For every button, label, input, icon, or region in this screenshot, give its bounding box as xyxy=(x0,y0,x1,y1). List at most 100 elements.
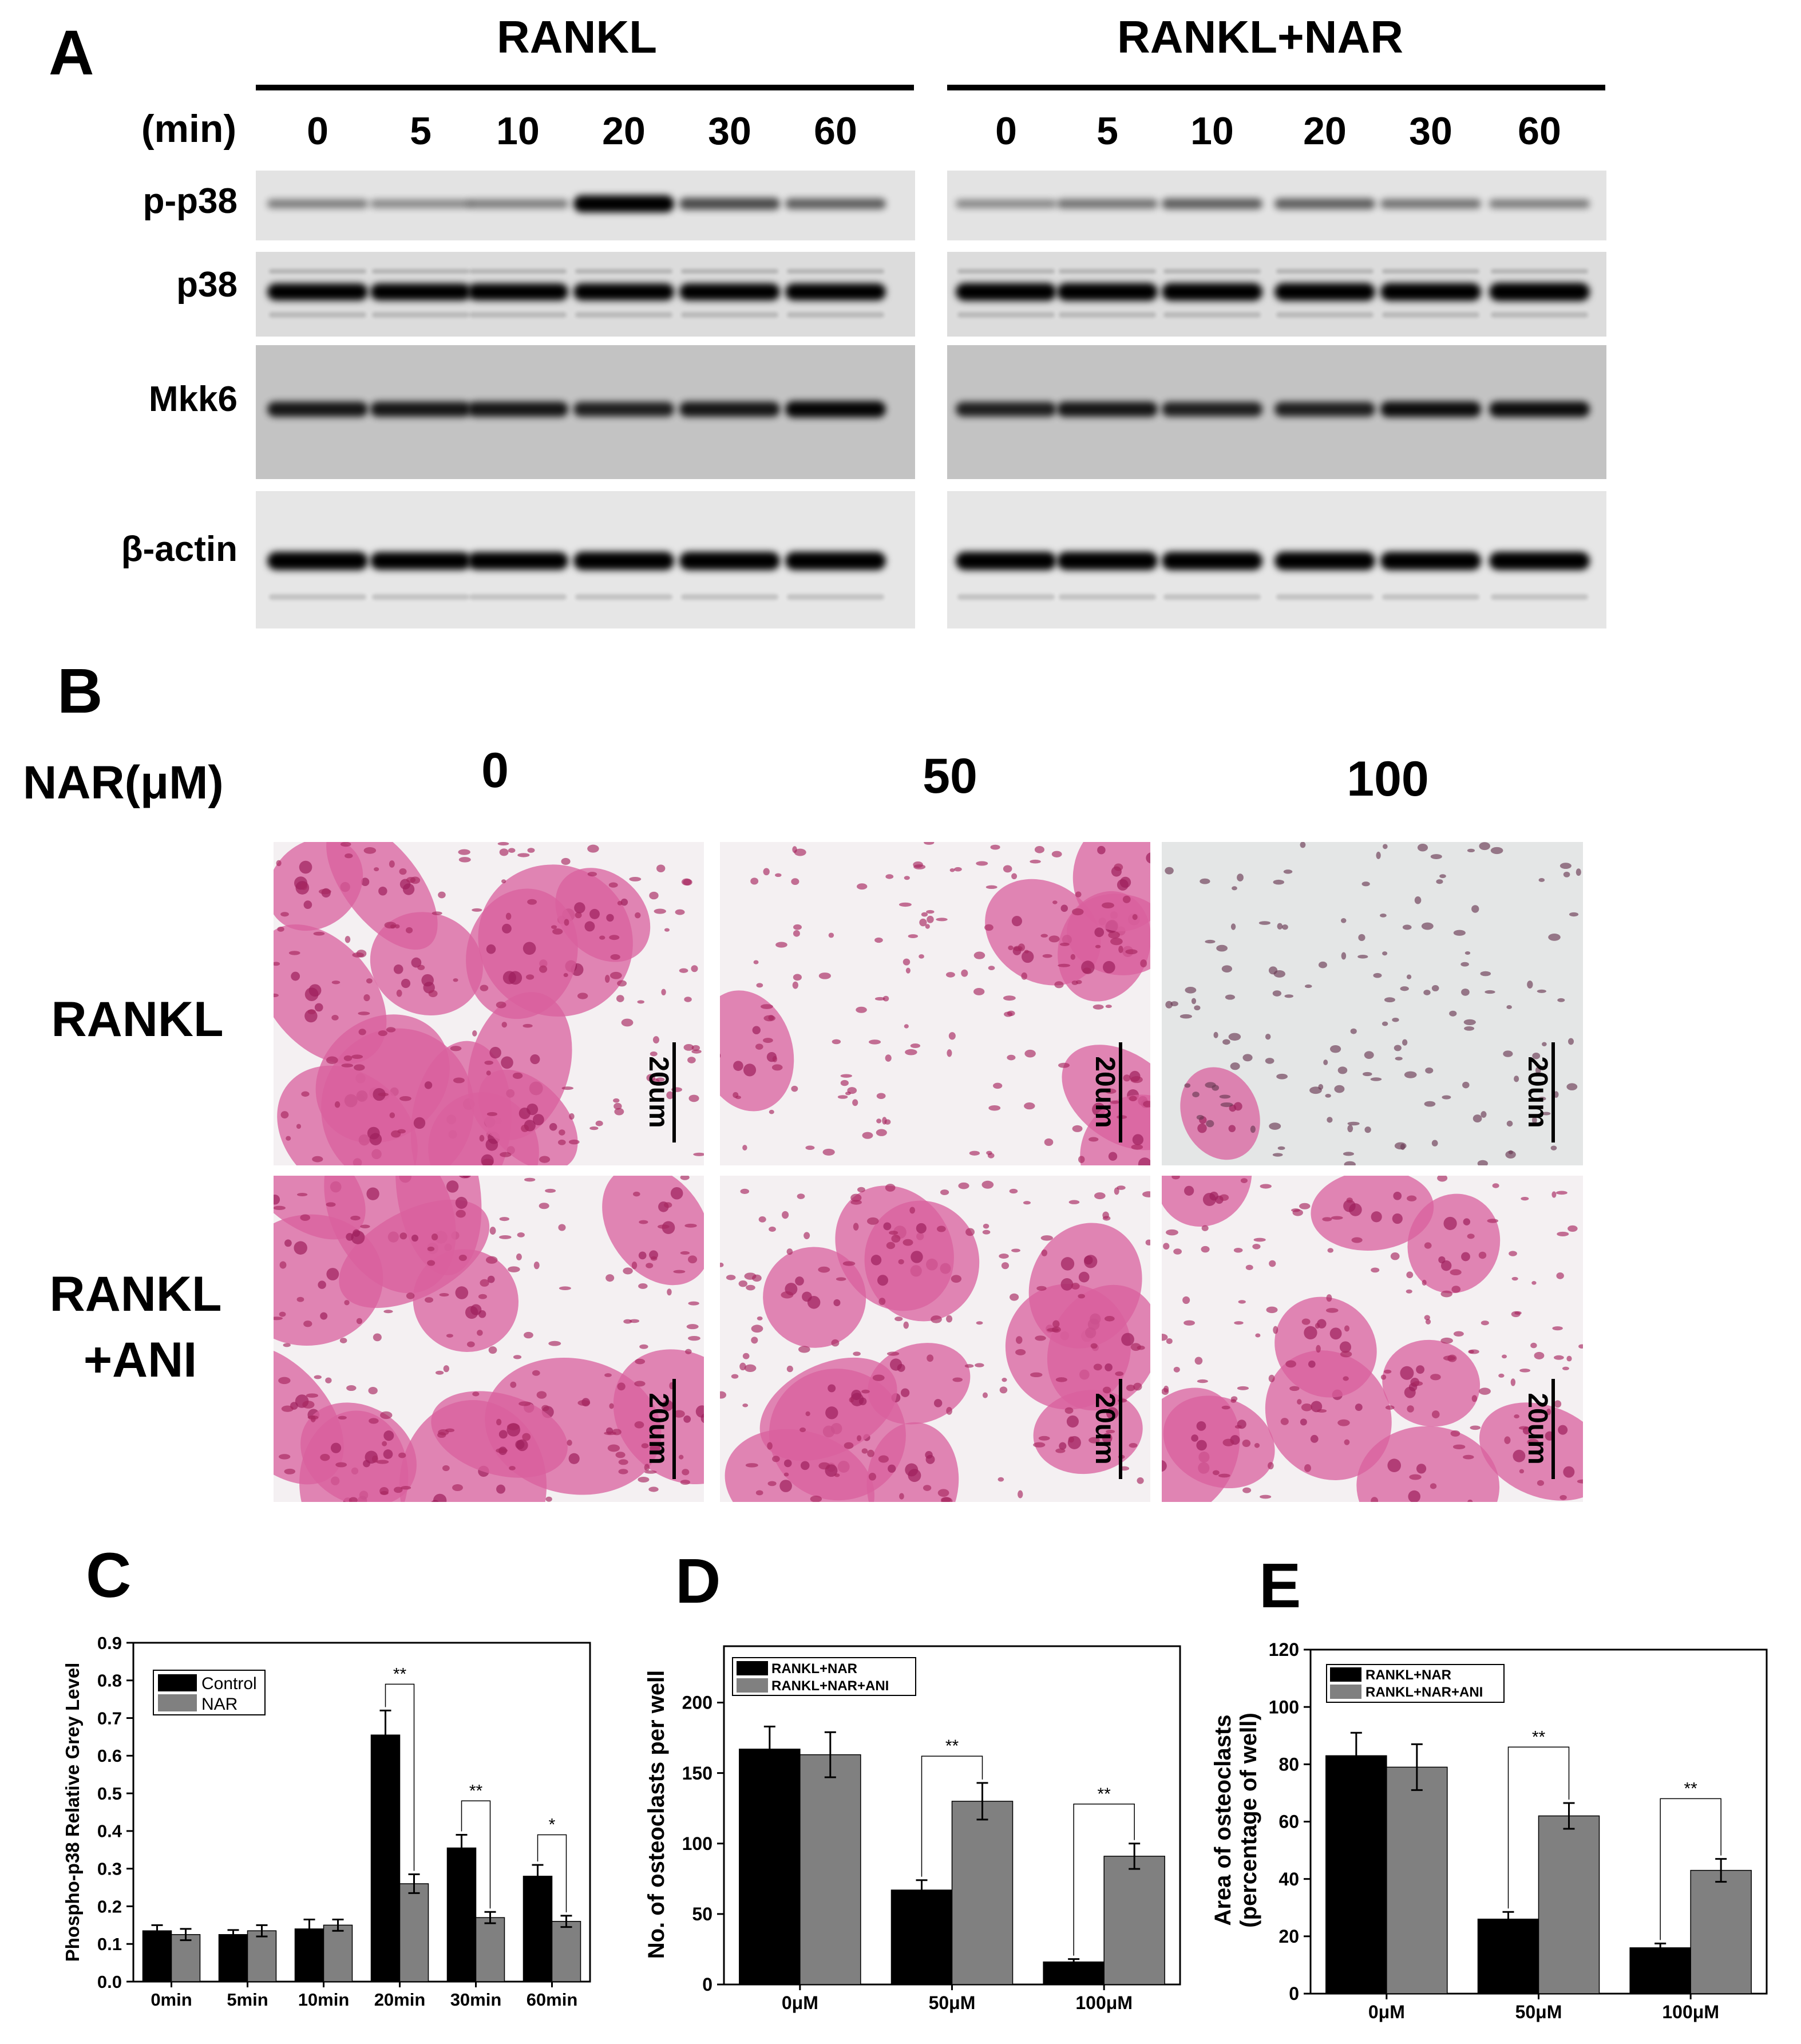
small-cell xyxy=(552,928,563,935)
small-cell xyxy=(564,919,569,926)
blot-band xyxy=(956,552,1056,570)
small-cell xyxy=(1260,1184,1272,1189)
small-cell xyxy=(1301,1318,1311,1325)
chart-c: Phospho-p38 Relative Grey Level Control … xyxy=(62,1633,591,2010)
small-cell xyxy=(1230,1062,1240,1070)
small-cell xyxy=(1481,1321,1489,1326)
small-cell xyxy=(1030,859,1041,864)
small-cell xyxy=(1327,1117,1333,1123)
small-cell xyxy=(1110,938,1123,946)
nucleus-cluster xyxy=(825,1406,838,1420)
small-cell xyxy=(926,910,935,914)
small-cell xyxy=(484,1060,493,1065)
blot-band xyxy=(468,283,568,301)
small-cell xyxy=(1280,1418,1289,1425)
small-cell xyxy=(410,876,421,884)
small-cell xyxy=(1304,1464,1311,1472)
small-cell xyxy=(975,1363,984,1367)
small-cell xyxy=(731,1374,739,1379)
small-cell xyxy=(274,1205,286,1211)
small-cell xyxy=(1024,1102,1035,1110)
small-cell xyxy=(300,1214,311,1221)
small-cell xyxy=(277,926,284,932)
small-cell xyxy=(1537,989,1546,993)
small-cell xyxy=(947,1049,952,1057)
small-cell xyxy=(613,1102,622,1110)
small-cell xyxy=(1108,931,1121,939)
nucleus-cluster xyxy=(304,987,319,1002)
blot-faint-band xyxy=(1059,312,1156,318)
small-cell xyxy=(1316,1345,1321,1353)
small-cell xyxy=(1511,1276,1518,1281)
nucleus-cluster xyxy=(1059,1442,1067,1450)
small-cell xyxy=(280,912,289,917)
blot-faint-band xyxy=(681,269,778,274)
small-cell xyxy=(363,847,377,854)
bar-control-60min xyxy=(523,1876,553,1982)
small-cell xyxy=(374,867,379,872)
blot-faint-band xyxy=(957,312,1055,318)
small-cell xyxy=(1477,1160,1488,1165)
small-cell xyxy=(1578,1344,1583,1349)
small-cell xyxy=(1230,1399,1237,1403)
small-cell xyxy=(1033,1442,1046,1448)
small-cell xyxy=(638,1283,648,1289)
nucleus-cluster xyxy=(1022,950,1034,963)
nucleus-cluster xyxy=(413,1117,426,1129)
nucleus-cluster xyxy=(314,1003,323,1012)
small-cell xyxy=(1563,871,1570,877)
nucleus-cluster xyxy=(1438,1256,1446,1264)
small-cell xyxy=(936,918,948,922)
nucleus-cluster xyxy=(487,1275,495,1283)
small-cell xyxy=(1102,902,1114,908)
x-tick-label: 50μM xyxy=(1515,2002,1562,2022)
small-cell xyxy=(1506,1120,1513,1127)
nucleus-cluster xyxy=(1416,1464,1427,1474)
nucleus-cluster xyxy=(1105,1363,1113,1371)
nucleus-cluster xyxy=(263,1164,275,1176)
small-cell xyxy=(281,1405,294,1412)
small-cell xyxy=(1054,981,1064,989)
blot-band xyxy=(573,402,674,417)
nucleus-cluster xyxy=(1339,1341,1351,1353)
small-cell xyxy=(874,937,883,943)
blot-band xyxy=(267,401,368,417)
small-cell xyxy=(786,1248,793,1255)
small-cell xyxy=(1431,1140,1438,1146)
small-cell xyxy=(1266,1306,1278,1314)
small-cell xyxy=(589,1126,599,1130)
small-cell xyxy=(775,873,782,877)
nucleus-cluster xyxy=(720,1053,721,1058)
blot-band xyxy=(370,199,471,208)
nucleus-cluster xyxy=(589,908,600,919)
small-cell xyxy=(952,1377,963,1382)
small-cell xyxy=(539,1156,551,1163)
small-cell xyxy=(1460,962,1469,967)
nucleus-cluster xyxy=(888,1464,896,1473)
small-cell xyxy=(1402,1039,1408,1046)
small-cell xyxy=(629,1319,640,1323)
small-cell xyxy=(726,1275,736,1280)
small-cell xyxy=(984,924,993,931)
small-cell xyxy=(958,1182,969,1189)
small-cell xyxy=(857,1435,862,1441)
small-cell xyxy=(857,1187,865,1193)
small-cell xyxy=(1361,881,1370,887)
group-label-rankl-nar: RANKL+NAR xyxy=(1117,11,1403,62)
small-cell xyxy=(575,912,582,919)
small-cell xyxy=(937,1489,949,1497)
nucleus-cluster xyxy=(515,1440,525,1449)
nucleus-cluster xyxy=(1151,1165,1158,1172)
small-cell xyxy=(1222,1438,1234,1446)
small-cell xyxy=(1337,1419,1350,1426)
significance-bracket xyxy=(921,1756,983,1877)
small-cell xyxy=(1030,1372,1043,1378)
small-cell xyxy=(805,1411,810,1417)
small-cell xyxy=(1467,848,1475,853)
small-cell xyxy=(1035,1335,1046,1341)
small-cell xyxy=(768,1015,774,1021)
small-cell xyxy=(368,1386,378,1395)
small-cell xyxy=(325,1377,332,1383)
small-cell xyxy=(1013,946,1023,951)
small-cell xyxy=(1068,1436,1074,1443)
